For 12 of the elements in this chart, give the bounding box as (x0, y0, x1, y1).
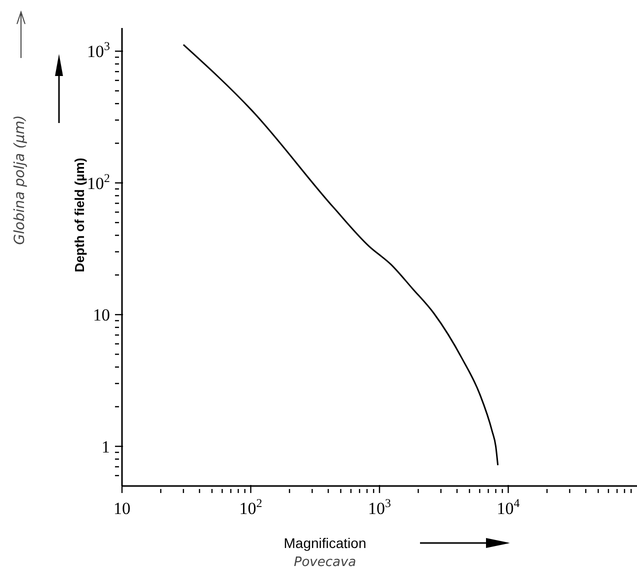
x-tick-label: 10$^{2}$ (239, 496, 262, 518)
text: Povecava (294, 555, 356, 570)
y-tick-label: 10 (93, 306, 110, 325)
y-tick-label: 1 (102, 437, 110, 456)
x-tick-label: 10 (114, 499, 130, 518)
x-axis-title: Magnification (284, 535, 366, 551)
y-axis-title: Depth of field (µm) (72, 158, 87, 272)
y-tick-label: 10$^{3}$ (87, 39, 110, 62)
y-tick-label: 10$^{2}$ (87, 170, 110, 193)
x-tick-label: 10$^{4}$ (496, 496, 520, 518)
text: Globina polja (µm) (12, 115, 28, 245)
x-tick-label: 10$^{3}$ (368, 496, 392, 518)
